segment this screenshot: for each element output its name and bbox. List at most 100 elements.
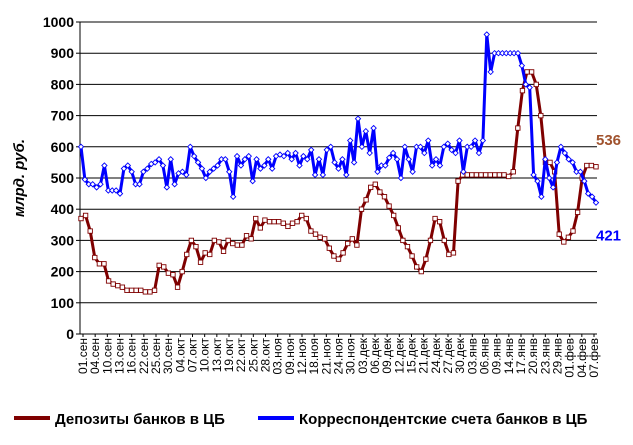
- data-point-corr-accounts: [370, 124, 377, 132]
- data-point-corr-accounts: [140, 168, 147, 175]
- series-1: [77, 31, 600, 206]
- data-point-corr-accounts: [300, 152, 307, 160]
- x-tick-label: 30.дек: [453, 337, 467, 373]
- data-point-corr-accounts: [561, 149, 569, 157]
- data-point-deposits: [179, 268, 185, 275]
- data-point-deposits: [128, 287, 135, 293]
- x-tick-label: 30.ноя: [344, 338, 358, 374]
- data-point-deposits: [584, 162, 590, 169]
- x-tick-label: 09.дек: [380, 337, 394, 373]
- data-point-corr-accounts: [448, 146, 455, 154]
- data-point-deposits: [326, 245, 332, 251]
- data-point-deposits: [515, 125, 521, 131]
- data-point-corr-accounts: [327, 143, 334, 151]
- data-point-deposits: [243, 233, 250, 239]
- y-tick-label: 1000: [43, 14, 74, 30]
- data-point-corr-accounts: [206, 168, 213, 175]
- data-point-corr-accounts: [487, 68, 494, 76]
- data-point-corr-accounts: [475, 149, 483, 157]
- data-point-corr-accounts: [374, 168, 381, 175]
- data-point-corr-accounts: [534, 177, 541, 185]
- data-point-deposits: [161, 264, 167, 270]
- data-point-deposits: [331, 253, 337, 259]
- data-point-deposits: [225, 237, 231, 244]
- data-point-deposits: [115, 282, 121, 289]
- x-tick-label: 06.янв: [478, 338, 492, 374]
- data-point-corr-accounts: [163, 184, 171, 191]
- data-point-deposits: [574, 209, 581, 215]
- data-point-corr-accounts: [452, 149, 459, 157]
- data-point-corr-accounts: [284, 149, 292, 157]
- data-point-corr-accounts: [362, 127, 370, 135]
- data-point-corr-accounts: [339, 156, 346, 163]
- data-point-corr-accounts: [151, 159, 159, 166]
- y-tick-label: 500: [51, 170, 75, 186]
- data-point-deposits: [248, 236, 254, 242]
- data-point-corr-accounts: [214, 162, 221, 169]
- data-point-deposits: [561, 239, 567, 245]
- data-point-corr-accounts: [179, 168, 186, 175]
- x-tick-label: 24.дек: [429, 337, 443, 373]
- data-point-deposits: [151, 287, 158, 293]
- data-point-deposits: [110, 281, 116, 287]
- data-point-deposits: [432, 215, 438, 222]
- data-point-corr-accounts: [101, 162, 108, 169]
- data-point-corr-accounts: [553, 159, 561, 166]
- data-point-deposits: [133, 287, 139, 293]
- data-point-corr-accounts: [358, 143, 366, 151]
- x-tick-label: 22.окт: [234, 338, 248, 373]
- data-point-corr-accounts: [253, 156, 260, 163]
- x-tick-label: 22.сен: [137, 338, 151, 374]
- x-tick-label: 07.окт: [186, 338, 200, 373]
- data-point-deposits: [184, 251, 190, 258]
- data-point-deposits: [220, 248, 227, 254]
- y-tick-label: 700: [51, 108, 75, 124]
- data-point-deposits: [266, 219, 273, 225]
- y-tick-label: 200: [51, 264, 75, 280]
- data-point-deposits: [289, 220, 296, 226]
- data-point-corr-accounts: [187, 143, 194, 151]
- data-point-corr-accounts: [409, 168, 416, 175]
- data-point-deposits: [193, 243, 199, 250]
- y-tick-label: 0: [66, 326, 74, 342]
- data-point-corr-accounts: [405, 156, 412, 163]
- y-tick-label: 400: [51, 201, 75, 217]
- data-point-deposits: [349, 236, 355, 242]
- data-point-corr-accounts: [397, 174, 405, 182]
- data-point-corr-accounts: [483, 31, 490, 38]
- data-point-corr-accounts: [343, 171, 350, 179]
- data-point-corr-accounts: [233, 152, 241, 160]
- data-point-corr-accounts: [194, 159, 202, 166]
- x-tick-label: 12.дек: [392, 337, 406, 373]
- data-point-deposits: [354, 242, 360, 248]
- series-group: [77, 31, 600, 295]
- data-point-deposits: [409, 253, 415, 259]
- x-tick-label: 13.сен: [113, 338, 127, 374]
- data-point-corr-accounts: [167, 156, 174, 163]
- data-point-deposits: [404, 243, 411, 250]
- data-point-corr-accounts: [222, 156, 229, 163]
- data-point-deposits: [427, 237, 434, 244]
- x-tick-label: 19.окт: [222, 338, 236, 373]
- x-tick-label: 25.окт: [246, 338, 260, 373]
- data-point-deposits: [271, 219, 277, 225]
- data-point-corr-accounts: [190, 152, 198, 160]
- data-point-corr-accounts: [116, 190, 124, 197]
- data-point-corr-accounts: [229, 193, 237, 200]
- data-point-corr-accounts: [128, 168, 135, 175]
- data-point-deposits: [124, 287, 130, 293]
- data-point-corr-accounts: [444, 140, 451, 147]
- x-tick-label: 03.янв: [465, 338, 479, 374]
- x-tick-label: 18.ноя: [307, 338, 321, 374]
- data-point-deposits: [505, 173, 512, 180]
- data-point-corr-accounts: [335, 165, 342, 172]
- data-point-corr-accounts: [144, 165, 151, 172]
- x-tick-label: 25.сен: [149, 338, 163, 374]
- data-point-corr-accounts: [522, 81, 530, 88]
- x-tick-label: 12.ноя: [295, 338, 309, 374]
- data-point-deposits: [202, 250, 208, 256]
- data-point-deposits: [372, 181, 378, 187]
- data-point-corr-accounts: [268, 165, 276, 172]
- data-point-corr-accounts: [393, 156, 401, 163]
- data-point-deposits: [400, 237, 406, 244]
